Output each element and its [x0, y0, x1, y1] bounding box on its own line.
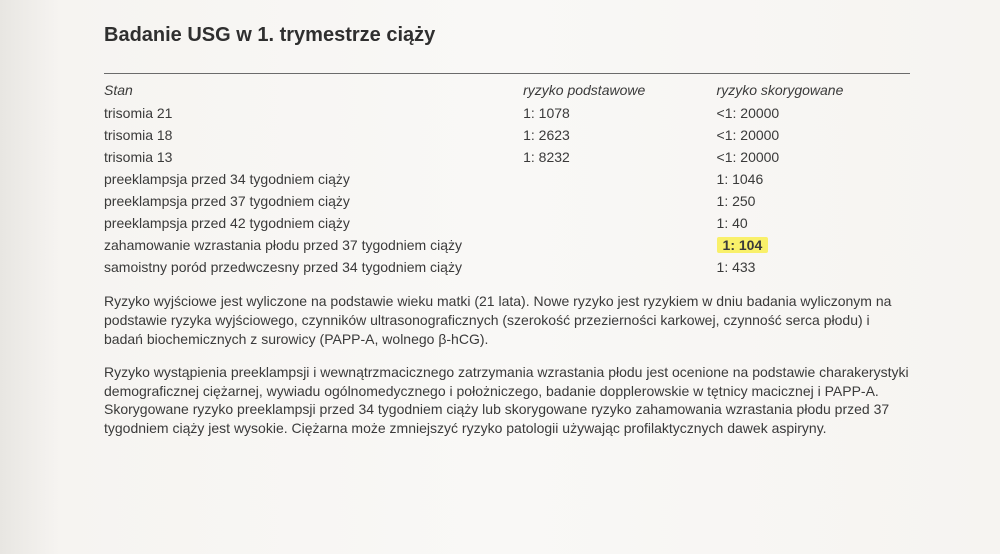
col-header-skorygowane: ryzyko skorygowane — [717, 80, 910, 102]
table-row: samoistny poród przedwczesny przed 34 ty… — [104, 256, 910, 278]
cell-ryzyko-skorygowane: 1: 433 — [717, 256, 910, 278]
cell-ryzyko-skorygowane: <1: 20000 — [717, 124, 910, 146]
table-row: zahamowanie wzrastania płodu przed 37 ty… — [104, 234, 910, 256]
cell-stan: trisomia 18 — [104, 124, 523, 146]
cell-ryzyko-podstawowe — [523, 190, 716, 212]
table-row: trisomia 131: 8232<1: 20000 — [104, 146, 910, 168]
col-header-podstawowe: ryzyko podstawowe — [523, 80, 716, 102]
cell-stan: trisomia 21 — [104, 102, 523, 124]
cell-ryzyko-podstawowe — [523, 234, 716, 256]
cell-ryzyko-skorygowane: 1: 1046 — [717, 168, 910, 190]
cell-stan: samoistny poród przedwczesny przed 34 ty… — [104, 256, 523, 278]
cell-ryzyko-skorygowane: <1: 20000 — [717, 146, 910, 168]
cell-ryzyko-podstawowe: 1: 2623 — [523, 124, 716, 146]
table-header-row: Stan ryzyko podstawowe ryzyko skorygowan… — [104, 80, 910, 102]
page-title: Badanie USG w 1. trymestrze ciąży — [104, 24, 910, 47]
cell-ryzyko-skorygowane: 1: 104 — [717, 234, 910, 256]
table-row: preeklampsja przed 37 tygodniem ciąży 1: … — [104, 190, 910, 212]
cell-stan: trisomia 13 — [104, 146, 523, 168]
table-row: preeklampsja przed 34 tygodniem ciąży 1: … — [104, 168, 910, 190]
document-page: Badanie USG w 1. trymestrze ciąży Stan r… — [0, 0, 1000, 554]
highlighted-value: 1: 104 — [717, 237, 769, 253]
horizontal-rule — [104, 73, 910, 74]
cell-stan: preeklampsja przed 37 tygodniem ciąży — [104, 190, 523, 212]
cell-stan: zahamowanie wzrastania płodu przed 37 ty… — [104, 234, 523, 256]
cell-stan: preeklampsja przed 34 tygodniem ciąży — [104, 168, 523, 190]
cell-ryzyko-podstawowe: 1: 8232 — [523, 146, 716, 168]
cell-ryzyko-podstawowe — [523, 168, 716, 190]
cell-stan: preeklampsja przed 42 tygodniem ciąży — [104, 212, 523, 234]
cell-ryzyko-podstawowe: 1: 1078 — [523, 102, 716, 124]
cell-ryzyko-skorygowane: 1: 40 — [717, 212, 910, 234]
cell-ryzyko-podstawowe — [523, 256, 716, 278]
table-row: trisomia 181: 2623<1: 20000 — [104, 124, 910, 146]
paragraph-2: Ryzyko wystąpienia preeklampsji i wewnąt… — [104, 363, 910, 439]
cell-ryzyko-skorygowane: 1: 250 — [717, 190, 910, 212]
table-row: preeklampsja przed 42 tygodniem ciąży 1: … — [104, 212, 910, 234]
paragraph-1: Ryzyko wyjściowe jest wyliczone na podst… — [104, 292, 910, 349]
col-header-stan: Stan — [104, 80, 523, 102]
risk-table: Stan ryzyko podstawowe ryzyko skorygowan… — [104, 80, 910, 278]
cell-ryzyko-skorygowane: <1: 20000 — [717, 102, 910, 124]
table-row: trisomia 211: 1078<1: 20000 — [104, 102, 910, 124]
cell-ryzyko-podstawowe — [523, 212, 716, 234]
